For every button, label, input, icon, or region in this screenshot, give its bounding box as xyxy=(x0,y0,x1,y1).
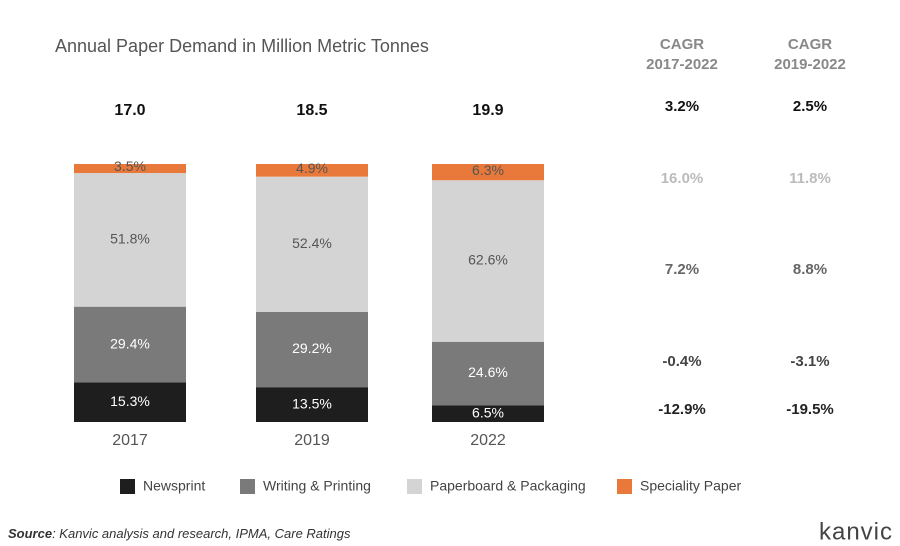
cagr-value: -12.9% xyxy=(658,401,706,418)
data-label: 15.3% xyxy=(110,393,150,409)
bar-segment xyxy=(432,180,544,342)
brand-logo: kanvic xyxy=(819,518,893,545)
total-label: 18.5 xyxy=(296,102,327,119)
total-label: 19.9 xyxy=(472,102,503,119)
cagr-period: 2017-2022 xyxy=(646,56,718,73)
legend-swatch xyxy=(407,479,422,494)
data-label: 13.5% xyxy=(292,395,332,411)
bar-segment xyxy=(74,164,186,174)
source-text: : Kanvic analysis and research, IPMA, Ca… xyxy=(52,526,351,541)
data-label: 29.4% xyxy=(110,335,150,351)
source-label: Source xyxy=(8,526,52,541)
data-label: 6.3% xyxy=(472,162,504,178)
data-label: 62.6% xyxy=(468,252,508,268)
data-label: 52.4% xyxy=(292,235,332,251)
cagr-value: -19.5% xyxy=(786,401,834,418)
bar-segment xyxy=(432,341,544,406)
data-label: 3.5% xyxy=(114,158,146,174)
total-label: 17.0 xyxy=(114,102,145,119)
data-label: 4.9% xyxy=(296,160,328,176)
source: Source: Kanvic analysis and research, IP… xyxy=(8,526,351,541)
data-label: 24.6% xyxy=(468,364,508,380)
legend-label: Newsprint xyxy=(143,478,205,494)
cagr-heading: CAGR xyxy=(788,36,832,53)
x-tick-label: 2019 xyxy=(294,432,330,449)
bar-segment xyxy=(256,387,368,422)
legend-label: Speciality Paper xyxy=(640,478,742,494)
cagr-total: 3.2% xyxy=(665,98,699,115)
bar-segment xyxy=(256,164,368,177)
bar-segment xyxy=(256,176,368,312)
bar-segment xyxy=(74,173,186,307)
legend-swatch xyxy=(120,479,135,494)
bar-segment xyxy=(74,382,186,422)
cagr-value: -3.1% xyxy=(790,353,829,370)
legend-label: Writing & Printing xyxy=(263,478,371,494)
bar-segment xyxy=(432,405,544,422)
cagr-value: 8.8% xyxy=(793,261,827,278)
cagr-value: 16.0% xyxy=(661,170,704,187)
cagr-value: 7.2% xyxy=(665,261,699,278)
cagr-value: -0.4% xyxy=(662,353,701,370)
bar-segment xyxy=(74,306,186,383)
data-label: 51.8% xyxy=(110,231,150,247)
cagr-period: 2019-2022 xyxy=(774,56,846,73)
chart-title: Annual Paper Demand in Million Metric To… xyxy=(55,36,429,56)
cagr-value: 11.8% xyxy=(789,170,831,187)
x-tick-label: 2022 xyxy=(470,432,506,449)
legend-label: Paperboard & Packaging xyxy=(430,478,586,494)
legend-swatch xyxy=(617,479,632,494)
x-tick-label: 2017 xyxy=(112,432,148,449)
bar-segment xyxy=(432,164,544,181)
data-label: 6.5% xyxy=(472,404,504,420)
legend-swatch xyxy=(240,479,255,494)
data-label: 29.2% xyxy=(292,340,332,356)
bar-segment xyxy=(256,311,368,388)
cagr-total: 2.5% xyxy=(793,98,827,115)
cagr-heading: CAGR xyxy=(660,36,704,53)
